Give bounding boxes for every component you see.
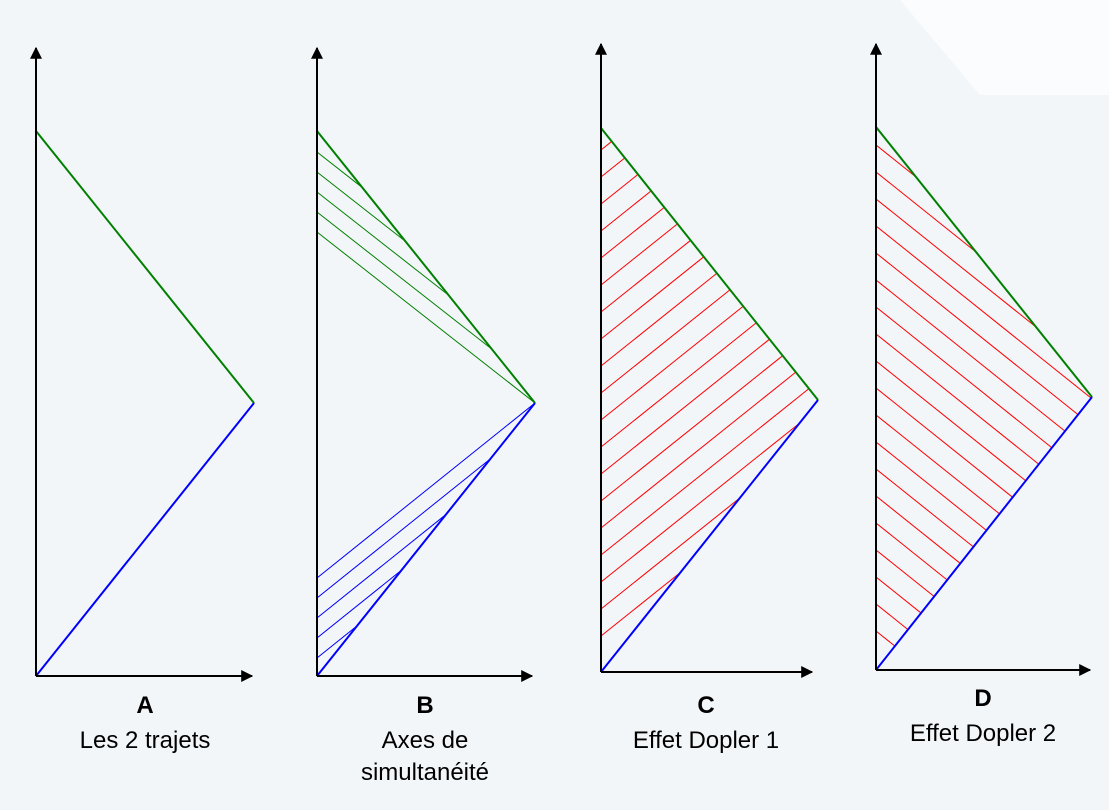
simultaneity-line	[316, 458, 491, 599]
doppler-line	[875, 414, 1000, 515]
doppler-line	[875, 468, 974, 548]
doppler-line	[875, 333, 1040, 465]
doppler-line	[600, 338, 770, 475]
doppler-line	[875, 225, 1092, 399]
doppler-line	[875, 522, 948, 581]
simultaneity-line	[316, 569, 402, 639]
doppler-line	[875, 360, 1027, 482]
doppler-line	[600, 223, 678, 286]
doppler-line	[875, 252, 1079, 416]
doppler-line	[875, 630, 896, 647]
blue-path	[316, 402, 536, 677]
simultaneity-line	[316, 151, 363, 188]
doppler-line	[875, 603, 909, 630]
doppler-line	[600, 388, 810, 556]
doppler-line	[600, 174, 639, 205]
doppler-line	[600, 239, 691, 313]
blue-path	[600, 399, 819, 673]
blue-path	[875, 396, 1093, 671]
simultaneity-line	[316, 191, 449, 296]
doppler-line	[600, 141, 613, 151]
doppler-line	[600, 272, 718, 367]
panel-caption: Effet Dopler 2	[910, 720, 1056, 747]
doppler-line	[875, 171, 977, 253]
doppler-line	[875, 495, 961, 564]
simultaneity-line	[316, 402, 536, 579]
doppler-line	[875, 279, 1066, 432]
panel-caption: Effet Dopler 1	[633, 727, 779, 754]
doppler-line	[875, 576, 922, 614]
doppler-line	[600, 157, 626, 178]
doppler-line	[600, 497, 741, 610]
doppler-line	[600, 256, 705, 340]
simultaneity-line	[316, 171, 406, 242]
doppler-line	[600, 206, 665, 259]
panel-caption: simultanéité	[361, 759, 489, 786]
background-shape	[700, 0, 1109, 95]
panel-letter: D	[974, 685, 991, 712]
panel-letter: A	[136, 692, 153, 719]
simultaneity-line	[316, 231, 536, 404]
doppler-line	[600, 305, 744, 421]
doppler-line	[600, 371, 797, 529]
doppler-line	[875, 306, 1053, 449]
doppler-line	[875, 549, 935, 597]
panel-letter: C	[697, 692, 714, 719]
green-path	[875, 126, 1093, 398]
green-path	[35, 130, 255, 404]
doppler-line	[600, 572, 681, 637]
simultaneity-line	[316, 625, 358, 659]
simultaneity-line	[316, 211, 493, 350]
doppler-line	[600, 289, 731, 394]
doppler-line	[600, 422, 800, 583]
blue-path	[35, 402, 255, 677]
panel-caption: Axes de	[382, 727, 469, 754]
doppler-line	[600, 355, 783, 502]
doppler-line	[875, 387, 1013, 498]
green-path	[316, 130, 536, 404]
simultaneity-line	[316, 514, 447, 619]
doppler-line	[875, 441, 987, 531]
panel-letter: B	[416, 692, 433, 719]
green-path	[600, 127, 819, 401]
doppler-line	[875, 144, 917, 178]
doppler-line	[875, 198, 1037, 328]
doppler-line	[600, 190, 652, 232]
doppler-line	[600, 322, 757, 448]
panel-caption: Les 2 trajets	[80, 727, 211, 754]
panels: A Les 2 trajets B Axes de simultanéité C Effet…	[30, 42, 1093, 786]
